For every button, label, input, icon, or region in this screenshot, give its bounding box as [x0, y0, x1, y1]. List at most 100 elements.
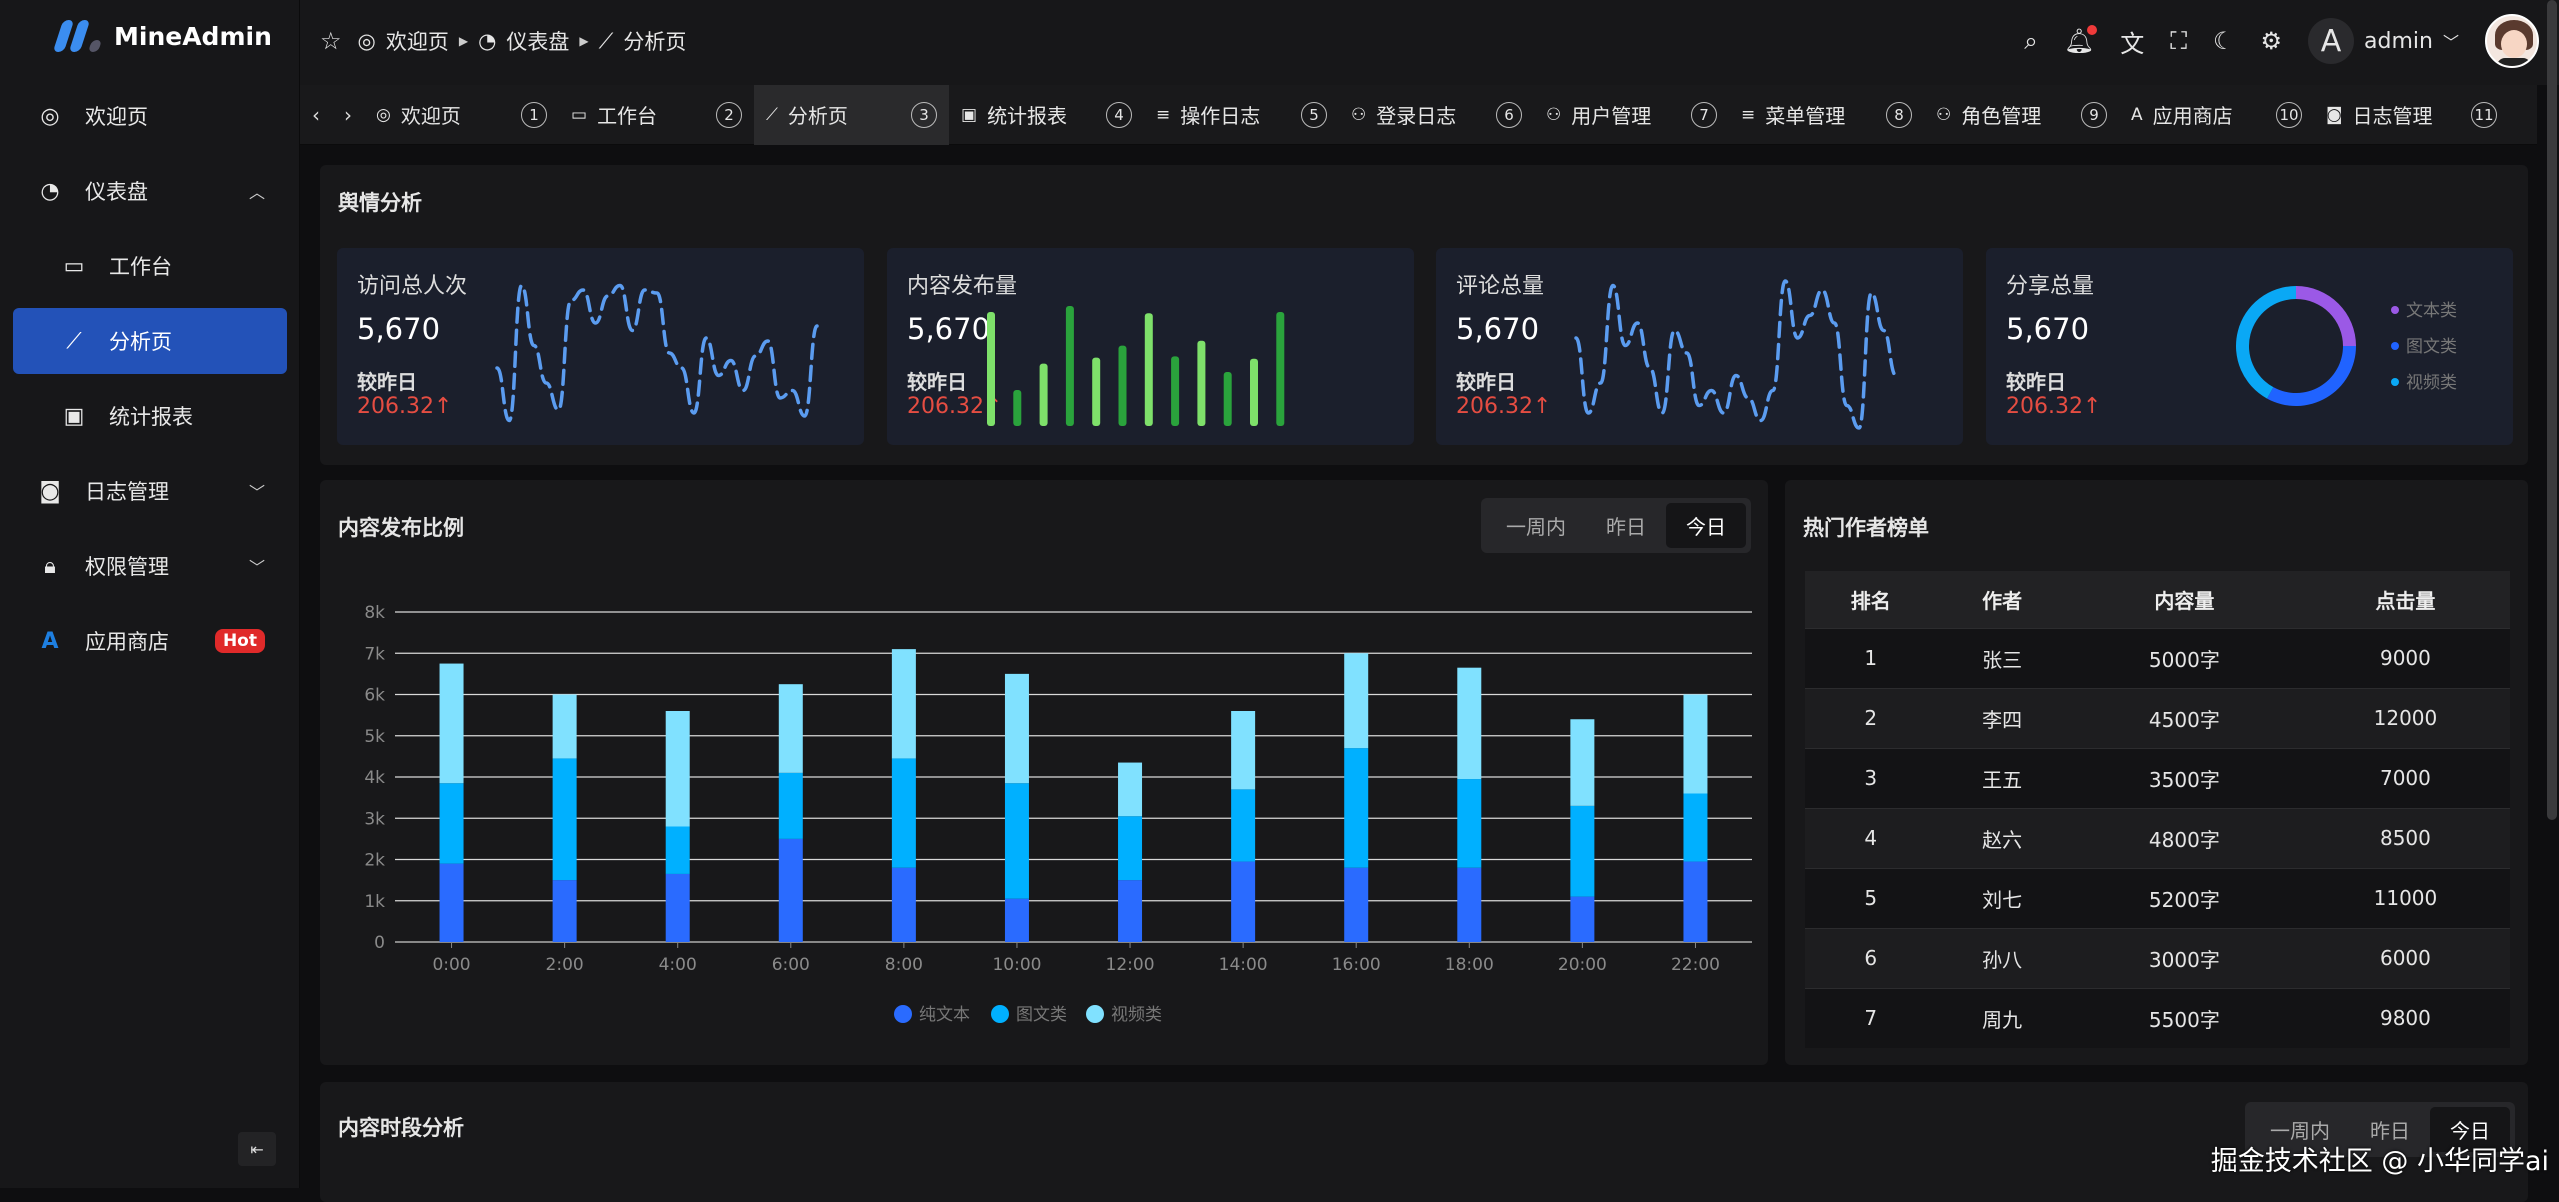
fullscreen-icon[interactable]: ⛶ — [2170, 27, 2188, 55]
tab-6[interactable]: ⚇ 登录日志 6 — [1339, 85, 1534, 145]
breadcrumb-item[interactable]: 欢迎页 — [385, 30, 449, 54]
legend-marker[interactable] — [894, 1005, 912, 1023]
translate-icon[interactable]: 文 — [2120, 29, 2145, 58]
sparkline — [1574, 279, 1898, 430]
tab-icon: ≡ — [1156, 104, 1171, 125]
table-row[interactable]: 4 赵六 4800字 8500 — [1805, 807, 2510, 868]
legend-marker[interactable] — [1086, 1005, 1104, 1023]
stat-card: 分享总量 5,670 较昨日 206.32↑ 文本类 图文类 视频类 — [1986, 248, 2513, 445]
tab-4[interactable]: ▣ 统计报表 4 — [949, 85, 1144, 145]
stat-delta: 206.32↑ — [907, 394, 1003, 419]
y-tick-label: 3k — [364, 809, 385, 829]
table-cell: 5 — [1805, 867, 1937, 928]
table-row[interactable]: 3 王五 3500字 7000 — [1805, 747, 2510, 808]
bar-segment-视频类 — [1457, 667, 1482, 780]
table-row[interactable]: 7 周九 5500字 9800 — [1805, 987, 2510, 1048]
table-cell: 2 — [1805, 687, 1937, 748]
breadcrumb-item[interactable]: 仪表盘 — [506, 30, 570, 54]
x-tick-label: 20:00 — [1558, 955, 1607, 975]
legend-label[interactable]: 视频类 — [1111, 1005, 1162, 1025]
period-today[interactable]: 今日 — [2430, 1107, 2510, 1152]
tab-2[interactable]: ▭ 工作台 2 — [559, 85, 754, 145]
tabs-prev-icon[interactable]: ‹ — [312, 102, 320, 127]
tab-3[interactable]: ⟋ 分析页 3 — [754, 84, 949, 145]
tab-icon: ⚇ — [1351, 104, 1367, 125]
stat-card: 内容发布量 5,670 较昨日 206.32↑ — [887, 248, 1414, 445]
stat-label: 评论总量 — [1456, 274, 1545, 299]
period-yesterday[interactable]: 昨日 — [1606, 515, 1646, 539]
avatar: A — [2308, 18, 2355, 64]
sidebar-item-app-store[interactable]: A 应用商店 Hot — [13, 608, 287, 674]
dark-mode-icon[interactable]: ☾ — [2213, 27, 2235, 55]
sidebar-item-welcome[interactable]: ◎ 欢迎页 — [13, 83, 287, 149]
period-week[interactable]: 一周内 — [2270, 1119, 2330, 1143]
table-cell: 孙八 — [1936, 927, 2068, 988]
tab-9[interactable]: ⚇ 角色管理 9 — [1924, 85, 2119, 145]
table-cell: 赵六 — [1936, 807, 2068, 868]
tab-1[interactable]: ◎ 欢迎页 1 — [364, 85, 559, 145]
table-row[interactable]: 1 张三 5000字 9000 — [1805, 627, 2510, 688]
stat-compare-label: 较昨日 — [1456, 370, 1516, 394]
bar-segment-纯文本 — [891, 867, 916, 942]
column-header: 内容量 — [2067, 571, 2301, 628]
bar-segment-图文类 — [1683, 793, 1708, 862]
notification-bell-icon[interactable]: 🔔︎ — [2064, 25, 2098, 55]
tab-8[interactable]: ≡ 菜单管理 8 — [1729, 85, 1924, 145]
breadcrumb: ☆ ◎ 欢迎页 ▶ ◔ 仪表盘 ▶ ⟋ 分析页 — [320, 26, 686, 56]
dashboard-icon: ◔ — [40, 178, 60, 204]
legend-label: 图文类 — [2406, 337, 2457, 357]
bar-segment-视频类 — [891, 649, 916, 759]
x-tick-label: 8:00 — [885, 955, 923, 975]
period-yesterday[interactable]: 昨日 — [2370, 1119, 2410, 1143]
stat-value: 5,670 — [907, 312, 991, 346]
legend-marker[interactable] — [991, 1005, 1009, 1023]
page-scrollbar[interactable] — [2547, 0, 2557, 820]
table-row[interactable]: 6 孙八 3000字 6000 — [1805, 927, 2510, 988]
sidebar-item-logs[interactable]: ◙ 日志管理 ﹀ — [13, 458, 287, 524]
search-icon[interactable]: ⌕ — [2024, 27, 2038, 55]
tab-11[interactable]: ◙ 日志管理 11 — [2314, 85, 2509, 145]
table-row[interactable]: 5 刘七 5200字 11000 — [1805, 867, 2510, 928]
table-cell: 8500 — [2300, 807, 2510, 868]
tab-number: 11 — [2471, 101, 2497, 128]
stat-card: 评论总量 5,670 较昨日 206.32↑ — [1436, 248, 1963, 445]
tabs-next-icon[interactable]: › — [344, 102, 352, 127]
sidebar-item-permissions[interactable]: 🔒︎ 权限管理 ﹀ — [13, 533, 287, 599]
collapse-sidebar-button[interactable]: ⇤ — [238, 1132, 276, 1166]
bar-segment-纯文本 — [1683, 861, 1708, 942]
column-header: 排名 — [1805, 571, 1937, 628]
tab-icon: ▣ — [961, 104, 978, 125]
x-tick-label: 12:00 — [1106, 955, 1155, 975]
mini-bar — [987, 312, 995, 426]
user-menu[interactable]: A admin ﹀ — [2308, 18, 2459, 64]
sparkline — [495, 283, 819, 423]
tab-5[interactable]: ≡ 操作日志 5 — [1144, 85, 1339, 145]
tab-10[interactable]: A 应用商店 10 — [2119, 85, 2314, 145]
logo[interactable]: MineAdmin — [52, 18, 272, 54]
tab-7[interactable]: ⚇ 用户管理 7 — [1534, 85, 1729, 145]
stat-label: 访问总人次 — [357, 274, 468, 299]
sidebar-item-dashboard[interactable]: ◔ 仪表盘 ︿ — [13, 158, 287, 224]
bar-segment-图文类 — [1004, 783, 1029, 899]
sidebar-item-workbench[interactable]: ▭ 工作台 — [13, 233, 287, 299]
sidebar-item-report[interactable]: ▣ 统计报表 — [13, 383, 287, 449]
chart-line-icon: ⟋ — [598, 28, 614, 53]
period-today[interactable]: 今日 — [1666, 503, 1746, 548]
chevron-down-icon: ﹀ — [2442, 33, 2459, 52]
settings-gear-icon[interactable]: ⚙ — [2260, 27, 2283, 55]
mini-bar — [1092, 357, 1101, 426]
legend-label[interactable]: 纯文本 — [919, 1005, 970, 1025]
bar-segment-图文类 — [665, 826, 690, 874]
sidebar-item-analysis[interactable]: ⟋ 分析页 — [13, 308, 287, 374]
favorite-icon[interactable]: ☆ — [320, 27, 342, 55]
sidebar-item-label: 统计报表 — [109, 405, 193, 429]
avatar-image[interactable] — [2485, 14, 2539, 68]
stacked-bar-chart: 0 1k 2k 3k 4k 5k 6k 7k 8k 0:00 2:00 4:00 6:00 8:00 10:… — [364, 603, 1752, 1025]
period-week[interactable]: 一周内 — [1506, 515, 1566, 539]
table-row[interactable]: 2 李四 4500字 12000 — [1805, 687, 2510, 748]
bar-segment-图文类 — [1231, 789, 1256, 862]
username: admin — [2364, 28, 2433, 54]
legend-label[interactable]: 图文类 — [1016, 1005, 1067, 1025]
hot-badge: Hot — [214, 629, 265, 653]
